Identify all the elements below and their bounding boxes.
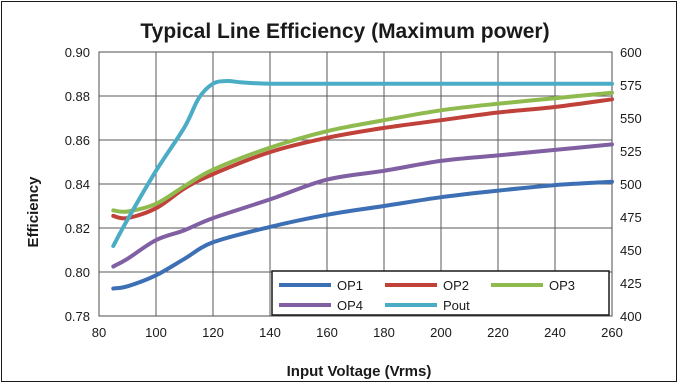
legend: OP1 OP2 OP3 OP4 Pout <box>271 270 610 316</box>
x-tick-label: 80 <box>92 325 106 340</box>
legend-label-op1: OP1 <box>337 278 363 293</box>
y-axis-label: Efficiency <box>25 176 42 248</box>
series-line-op2 <box>111 97 614 221</box>
y2-tick-label: 450 <box>620 243 642 258</box>
y-tick-label: 0.78 <box>65 309 90 324</box>
x-tick-label: 240 <box>544 325 566 340</box>
series-line-pout <box>111 78 614 248</box>
x-tick-label: 100 <box>145 325 167 340</box>
x-tick-label: 180 <box>373 325 395 340</box>
plot-border <box>98 51 613 317</box>
legend-label-op3: OP3 <box>549 278 575 293</box>
x-tick-label: 260 <box>601 325 623 340</box>
x-tick-label: 140 <box>259 325 281 340</box>
y2-tick-label: 550 <box>620 111 642 126</box>
legend-label-op2: OP2 <box>443 278 469 293</box>
series-line-op4 <box>111 142 614 269</box>
y-tick-label: 0.90 <box>65 45 90 60</box>
x-axis-label: Input Voltage (Vrms) <box>287 363 432 380</box>
y-tick-label: 0.82 <box>65 221 90 236</box>
legend-label-pout: Pout <box>443 298 470 313</box>
legend-label-op4: OP4 <box>337 298 363 313</box>
axis-ticks: 80 100 120 140 160 180 200 220 240 260 0.78 0.80 0.8… <box>65 45 642 340</box>
x-tick-label: 160 <box>316 325 338 340</box>
y2-tick-label: 425 <box>620 276 642 291</box>
y2-tick-label: 600 <box>620 45 642 60</box>
y-tick-label: 0.86 <box>65 133 90 148</box>
y2-tick-label: 400 <box>620 309 642 324</box>
y-tick-label: 0.88 <box>65 89 90 104</box>
series-line-op3 <box>111 90 614 214</box>
y2-tick-label: 575 <box>620 78 642 93</box>
y-tick-label: 0.80 <box>65 265 90 280</box>
chart-title: Typical Line Efficiency (Maximum power) <box>140 20 549 43</box>
series-lines <box>111 78 614 291</box>
legend-box <box>271 270 610 316</box>
x-tick-label: 120 <box>202 325 224 340</box>
x-tick-label: 200 <box>430 325 452 340</box>
y2-tick-label: 500 <box>620 177 642 192</box>
x-tick-label: 220 <box>487 325 509 340</box>
y2-tick-label: 475 <box>620 210 642 225</box>
series-line-op1 <box>111 179 614 291</box>
y-tick-label: 0.84 <box>65 177 90 192</box>
y2-tick-label: 525 <box>620 144 642 159</box>
